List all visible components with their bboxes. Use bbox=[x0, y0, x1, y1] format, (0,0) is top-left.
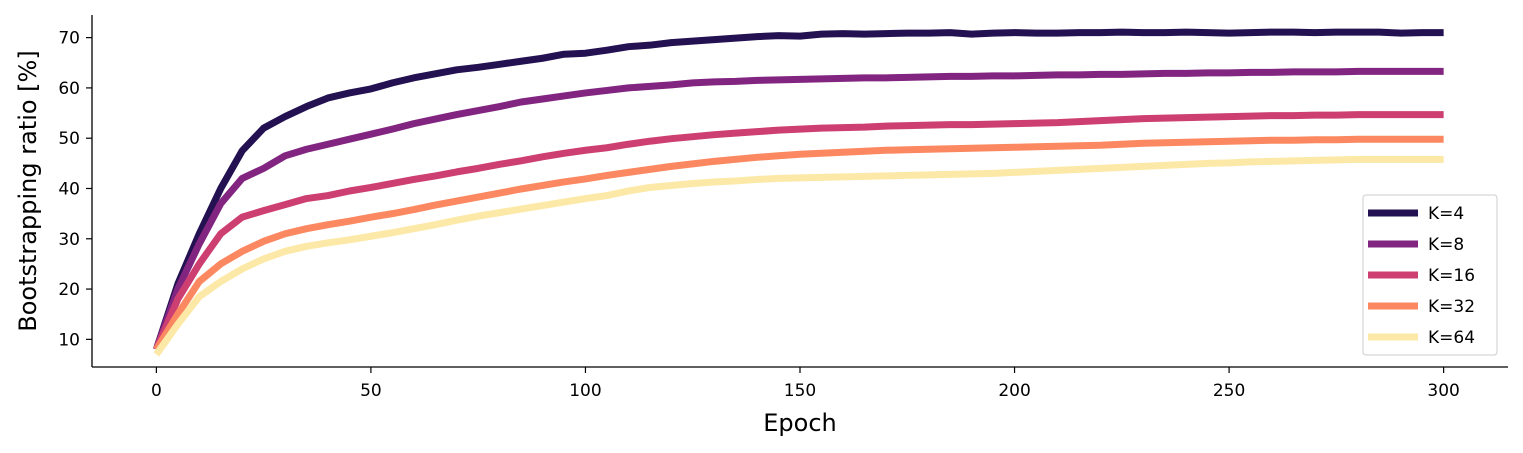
series-line-4 bbox=[153, 155, 1444, 357]
y-tick-label: 10 bbox=[58, 330, 80, 350]
x-tick-label: 50 bbox=[360, 381, 382, 401]
series-line-1 bbox=[153, 67, 1444, 351]
y-tick-label: 40 bbox=[58, 179, 80, 199]
legend-label-1: K=8 bbox=[1428, 235, 1464, 255]
y-tick-label: 20 bbox=[58, 280, 80, 300]
legend: K=4 K=8 K=16 K=32 K=64 bbox=[1362, 194, 1498, 356]
series-line-2 bbox=[153, 111, 1444, 351]
x-tick-label: 300 bbox=[1427, 381, 1459, 401]
legend-frame bbox=[1362, 194, 1498, 356]
legend-label-3: K=32 bbox=[1428, 297, 1475, 317]
y-tick-label: 60 bbox=[58, 79, 80, 99]
y-axis-title: Bootstrapping ratio [%] bbox=[14, 50, 42, 331]
x-tick-label: 0 bbox=[151, 381, 162, 401]
plot-area: 0 50 100 150 200 250 300 10 20 30 40 50 60 70 bbox=[58, 15, 1508, 401]
x-tick-label: 250 bbox=[1213, 381, 1245, 401]
x-tick-label: 150 bbox=[784, 381, 816, 401]
series-lines bbox=[153, 28, 1444, 357]
legend-label-0: K=4 bbox=[1428, 204, 1464, 224]
legend-items: K=4 K=8 K=16 K=32 K=64 bbox=[1368, 204, 1475, 348]
x-axis-ticks: 0 50 100 150 200 250 300 bbox=[151, 367, 1460, 401]
legend-label-4: K=64 bbox=[1428, 328, 1475, 348]
x-tick-label: 100 bbox=[569, 381, 601, 401]
series-line-3 bbox=[153, 135, 1444, 352]
x-axis-title: Epoch bbox=[763, 409, 837, 437]
y-tick-label: 70 bbox=[58, 29, 80, 49]
y-axis-ticks: 10 20 30 40 50 60 70 bbox=[58, 29, 92, 350]
y-tick-label: 50 bbox=[58, 129, 80, 149]
x-tick-label: 200 bbox=[998, 381, 1030, 401]
legend-label-2: K=16 bbox=[1428, 266, 1475, 286]
series-line-0 bbox=[153, 28, 1444, 351]
y-tick-label: 30 bbox=[58, 230, 80, 250]
